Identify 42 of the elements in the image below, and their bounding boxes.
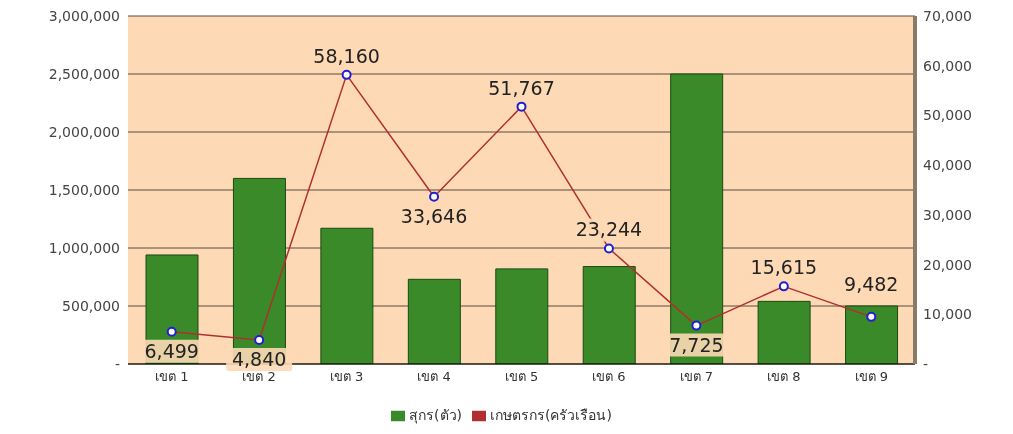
y-tick-label: 1,500,000	[48, 181, 120, 198]
y2-tick-label: 10,000	[923, 306, 972, 323]
legend-label: สุกร(ตัว)	[409, 407, 462, 423]
data-label: 6,499	[144, 339, 199, 362]
bar	[495, 268, 549, 364]
y2-tick-label: 70,000	[923, 7, 972, 24]
x-tick-label: เขต 7	[679, 369, 714, 385]
y-tick-label: -	[114, 355, 120, 372]
x-tick-label: เขต 9	[854, 369, 888, 385]
y-tick-label: 500,000	[62, 297, 120, 314]
x-tick-label: เขต 1	[155, 369, 189, 385]
x-tick-label: เขต 5	[504, 369, 539, 385]
x-tick-label: เขต 4	[417, 369, 451, 385]
bar	[407, 278, 461, 364]
bar	[757, 300, 811, 364]
bar	[320, 227, 374, 364]
data-label: 7,725	[669, 333, 724, 356]
data-label: 23,244	[575, 218, 643, 241]
x-tick-label: เขต 6	[592, 369, 626, 385]
data-label: 58,160	[313, 44, 380, 67]
y2-tick-label: 30,000	[923, 206, 972, 223]
y-tick-label: 2,000,000	[48, 123, 120, 140]
y2-tick-label: 40,000	[923, 157, 972, 174]
x-tick-label: เขต 2	[242, 369, 276, 385]
y-tick-label: 1,000,000	[48, 239, 120, 256]
bar	[582, 266, 636, 364]
data-label: 4,840	[231, 347, 287, 370]
data-label: 15,615	[750, 256, 818, 279]
data-label: 9,482	[844, 272, 899, 295]
data-label: 51,767	[488, 76, 555, 99]
bar	[670, 73, 724, 364]
x-tick-label: เขต 8	[767, 369, 801, 385]
y2-tick-label: 20,000	[923, 256, 972, 273]
y2-tick-label: 60,000	[923, 57, 972, 74]
legend-label: เกษตรกร(ครัวเรือน)	[490, 407, 612, 423]
x-tick-label: เขต 3	[329, 369, 364, 385]
y2-tick-label: 50,000	[923, 107, 972, 124]
y-tick-label: 2,500,000	[48, 65, 120, 82]
data-label: 33,646	[400, 204, 468, 227]
y-tick-label: 3,000,000	[48, 7, 120, 24]
bar	[845, 305, 899, 364]
y2-tick-label: -	[923, 355, 929, 372]
